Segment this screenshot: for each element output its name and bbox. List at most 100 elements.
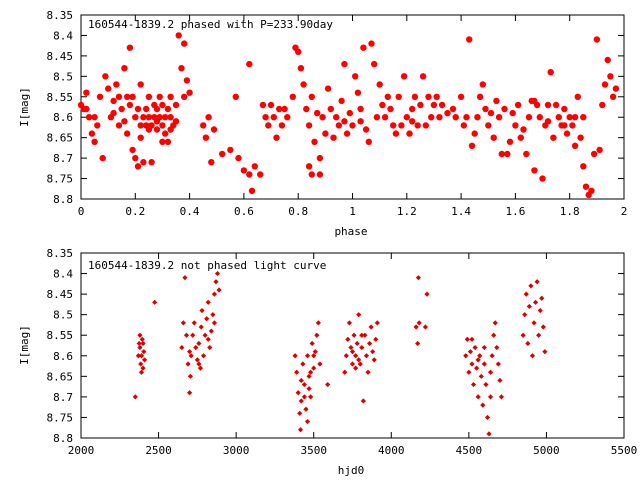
data-point-phased xyxy=(398,122,405,129)
data-point-phased xyxy=(91,138,98,145)
data-point-unphased xyxy=(489,353,495,359)
data-point-unphased xyxy=(366,340,373,347)
data-point-unphased xyxy=(325,381,331,388)
data-point-phased xyxy=(276,105,283,113)
data-point-phased xyxy=(506,138,514,145)
data-point-phased xyxy=(162,130,169,137)
data-point-unphased xyxy=(487,394,494,400)
data-point-phased xyxy=(330,134,337,141)
data-point-phased xyxy=(137,81,144,88)
data-point-phased xyxy=(153,126,161,133)
data-point-unphased xyxy=(306,386,312,392)
x-tick-label-phased: 1.4 xyxy=(451,205,471,218)
data-point-phased xyxy=(102,73,109,80)
data-point-phased xyxy=(240,167,248,174)
data-point-phased xyxy=(308,93,315,101)
x-tick-label-unphased: 3500 xyxy=(300,444,327,457)
data-point-unphased xyxy=(345,336,351,342)
data-point-phased xyxy=(145,114,153,121)
x-tick-label-phased: 0.4 xyxy=(180,205,200,218)
plot-frame-unphased xyxy=(80,252,625,439)
data-point-unphased xyxy=(141,349,147,355)
data-point-phased xyxy=(422,122,429,129)
data-point-phased xyxy=(466,36,473,43)
data-point-unphased xyxy=(187,373,193,379)
data-point-phased xyxy=(126,44,134,51)
data-point-phased xyxy=(371,60,378,68)
data-point-phased xyxy=(159,122,166,129)
data-point-phased xyxy=(262,114,269,121)
data-point-phased xyxy=(504,150,511,158)
data-point-phased xyxy=(566,114,573,121)
data-point-phased xyxy=(140,114,147,121)
data-point-unphased xyxy=(536,332,542,338)
data-point-phased xyxy=(110,97,117,105)
data-point-phased xyxy=(265,122,272,129)
data-point-phased xyxy=(406,130,413,137)
data-point-unphased xyxy=(187,390,193,396)
data-point-unphased xyxy=(205,299,211,305)
data-point-unphased xyxy=(492,320,498,326)
data-point-phased xyxy=(305,163,313,170)
data-point-phased xyxy=(512,122,519,129)
data-point-phased xyxy=(390,122,397,129)
y-tick-label-unphased: 8.4 xyxy=(53,268,73,281)
data-point-phased xyxy=(599,101,606,109)
data-point-unphased xyxy=(523,291,529,297)
data-point-unphased xyxy=(188,353,194,359)
data-point-unphased xyxy=(475,357,481,363)
data-point-phased xyxy=(468,142,476,149)
data-point-unphased xyxy=(494,344,500,351)
data-point-phased xyxy=(316,171,324,178)
data-point-unphased xyxy=(498,394,505,400)
data-point-phased xyxy=(349,122,356,129)
data-point-phased xyxy=(319,114,326,121)
y-tick-label-phased: 8.6 xyxy=(53,111,73,124)
data-point-unphased xyxy=(353,365,359,371)
y-tick-label-phased: 8.55 xyxy=(47,91,74,104)
data-point-phased xyxy=(609,93,617,101)
data-point-phased xyxy=(267,101,275,109)
data-point-unphased xyxy=(360,398,366,404)
data-point-unphased xyxy=(359,332,365,338)
data-points-unphased xyxy=(132,270,548,437)
data-point-unphased xyxy=(294,369,300,375)
data-point-unphased xyxy=(152,299,158,305)
data-point-phased xyxy=(91,114,98,121)
data-point-unphased xyxy=(343,353,349,359)
data-point-unphased xyxy=(472,344,478,351)
data-point-phased xyxy=(297,65,305,72)
data-point-phased xyxy=(311,138,318,145)
data-point-phased xyxy=(143,105,150,113)
data-point-unphased xyxy=(210,312,216,318)
y-tick-label-unphased: 8.6 xyxy=(53,350,73,363)
data-point-unphased xyxy=(297,427,304,433)
data-point-unphased xyxy=(216,287,222,293)
data-point-unphased xyxy=(374,320,380,326)
data-point-phased xyxy=(368,40,375,47)
data-point-phased xyxy=(514,101,522,109)
data-point-phased xyxy=(457,93,465,101)
data-point-unphased xyxy=(478,373,484,379)
data-point-phased xyxy=(360,44,367,51)
y-tick-label-unphased: 8.5 xyxy=(53,309,73,322)
data-point-unphased xyxy=(354,340,360,347)
data-point-unphased xyxy=(301,394,308,400)
data-point-phased xyxy=(322,130,329,137)
data-point-unphased xyxy=(202,332,208,338)
data-point-unphased xyxy=(139,336,145,342)
data-point-phased xyxy=(561,122,568,129)
x-tick-label-unphased: 5000 xyxy=(533,444,560,457)
data-point-phased xyxy=(232,93,239,101)
data-point-phased xyxy=(210,126,218,133)
data-point-unphased xyxy=(185,361,191,367)
data-point-unphased xyxy=(213,279,219,285)
data-point-phased xyxy=(346,109,353,117)
data-point-unphased xyxy=(197,365,204,371)
data-point-unphased xyxy=(306,373,312,379)
unphased-light-curve-panel: 160544-1839.2 not phased light curve hjd… xyxy=(18,247,637,477)
data-point-unphased xyxy=(537,307,543,314)
data-point-phased xyxy=(333,114,340,121)
data-point-unphased xyxy=(470,381,477,388)
